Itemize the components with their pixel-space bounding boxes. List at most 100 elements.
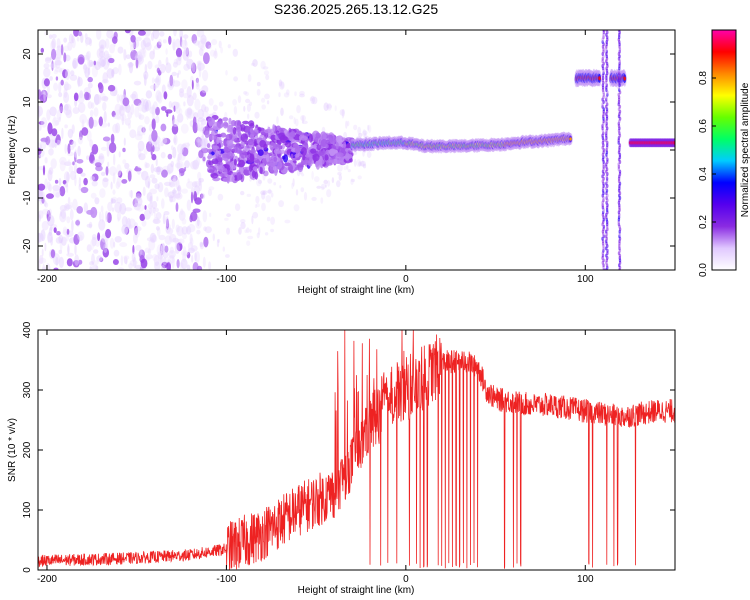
spectrogram-cell: [315, 161, 319, 168]
spectrogram-cell: [339, 109, 345, 116]
spectrogram-cell: [265, 74, 270, 81]
spectrogram-cell: [179, 88, 185, 98]
spectrogram-cell: [336, 152, 344, 158]
spectrogram-cell: [246, 193, 251, 197]
spectrogram-cell: [139, 48, 146, 54]
spectrogram-cell: [247, 113, 250, 120]
spectrogram-cell: [226, 128, 233, 133]
spectrogram-cell: [249, 153, 255, 161]
spectrogram-cell: [86, 209, 94, 215]
spectrogram-cell: [253, 138, 257, 146]
spectrogram-cell: [159, 31, 165, 37]
spectrogram-cell: [190, 160, 198, 170]
spectrogram-cell: [323, 102, 329, 111]
spectrogram-cell: [310, 145, 317, 149]
spectrogram-cell: [52, 117, 59, 127]
spectrogram-cell: [40, 117, 48, 128]
spectrogram-cell: [76, 167, 83, 174]
spectrogram-cell: [65, 204, 72, 210]
spectrogram-cell: [211, 158, 219, 165]
spectrogram-cell: [328, 135, 334, 143]
spectrogram-cell: [71, 38, 76, 49]
spectrogram-cell: [63, 171, 71, 182]
spectrogram-cell: [91, 253, 95, 265]
spectrogram-cell: [61, 236, 67, 246]
spectrogram-cell: [162, 39, 167, 44]
spectrogram-cell: [216, 239, 220, 248]
spectrogram-cell: [209, 133, 215, 141]
snr-ticks: -200 -100 0 100 0 100 200 300 400: [22, 321, 675, 585]
spectrogram-cell: [273, 182, 277, 186]
spectrogram-cell: [207, 148, 213, 153]
spectrogram-cell: [186, 108, 195, 119]
spectrogram-cell: [86, 155, 90, 160]
spectrogram-cell: [87, 76, 93, 83]
spectrogram-cell: [72, 107, 80, 114]
spectrogram-cell: [38, 261, 41, 270]
spectrogram-cell: [265, 195, 272, 203]
spectrogram-cell: [47, 169, 53, 182]
spectrogram-cell: [309, 97, 313, 102]
spectrogram-cell: [270, 192, 274, 198]
spectrogram-cell: [38, 232, 44, 242]
spectrogram-cell: [79, 90, 84, 99]
spectrogram-cell: [147, 60, 153, 70]
spectrogram-cell: [74, 149, 78, 159]
spectrogram-cell: [64, 104, 69, 111]
spectrogram-cell: [47, 231, 53, 243]
spectrogram-cell: [88, 154, 95, 164]
spectrogram-cell: [137, 56, 143, 62]
spectrogram-cell: [54, 49, 62, 62]
spectrogram-cell: [256, 178, 262, 187]
spectrogram-cell: [195, 77, 199, 83]
spectrogram-cell: [261, 104, 267, 110]
spectrogram-cell: [58, 256, 64, 268]
colorbar-tick-label: 0.0: [698, 263, 709, 277]
spectrogram-cell: [51, 33, 57, 39]
spectrogram-cell: [50, 249, 56, 258]
spectrogram-cell: [91, 180, 98, 187]
spectrogram-cell: [122, 159, 127, 165]
spectrogram-cell: [249, 128, 254, 134]
spectrogram-cell: [66, 172, 70, 184]
spectrogram-cell: [154, 64, 161, 69]
spectrogram-cell: [288, 115, 294, 120]
spectrogram-cell: [151, 177, 158, 184]
spectrogram-cell: [54, 179, 59, 184]
spectrogram-cell: [242, 120, 250, 125]
spectrogram-ylabel: Frequency (Hz): [7, 116, 18, 185]
spectrogram-cell: [150, 163, 155, 174]
spectrogram-cell: [217, 193, 224, 201]
spectrogram-cell: [74, 254, 80, 266]
spectrogram-cell: [48, 148, 54, 156]
spectrogram-cell: [172, 79, 175, 84]
spectrogram-cell: [230, 120, 237, 127]
spectrogram-cell: [194, 137, 203, 148]
spectrogram-cell: [58, 92, 63, 98]
spectrogram-cell: [59, 186, 66, 197]
spectrogram-cell: [312, 96, 318, 105]
spectrogram-cell: [311, 196, 317, 201]
spectrogram-cell: [46, 84, 50, 95]
spectrogram-cell: [151, 112, 156, 120]
spectrogram-cell: [58, 82, 62, 94]
spectrogram-cell: [247, 74, 252, 82]
spectrogram-cell: [204, 226, 212, 234]
spectrogram-cell: [110, 197, 114, 205]
spectrogram-cell: [147, 181, 150, 189]
spectrogram-cell: [186, 107, 193, 116]
spectrogram-cell: [161, 169, 168, 178]
spectrogram-cell: [116, 164, 122, 177]
spectrogram-cell: [123, 137, 126, 146]
spectrogram-cell: [93, 60, 97, 66]
spectrogram-cell: [353, 158, 357, 167]
spectrogram-cell: [69, 74, 78, 81]
spectrogram-cell: [119, 105, 125, 117]
spectrogram-cell: [238, 159, 245, 168]
spectrogram-cell: [63, 37, 68, 43]
spectrogram-cell: [210, 173, 219, 179]
spectrogram-cell: [236, 171, 242, 181]
spectrogram-cell: [208, 261, 212, 270]
spectrogram-cell: [49, 106, 57, 117]
